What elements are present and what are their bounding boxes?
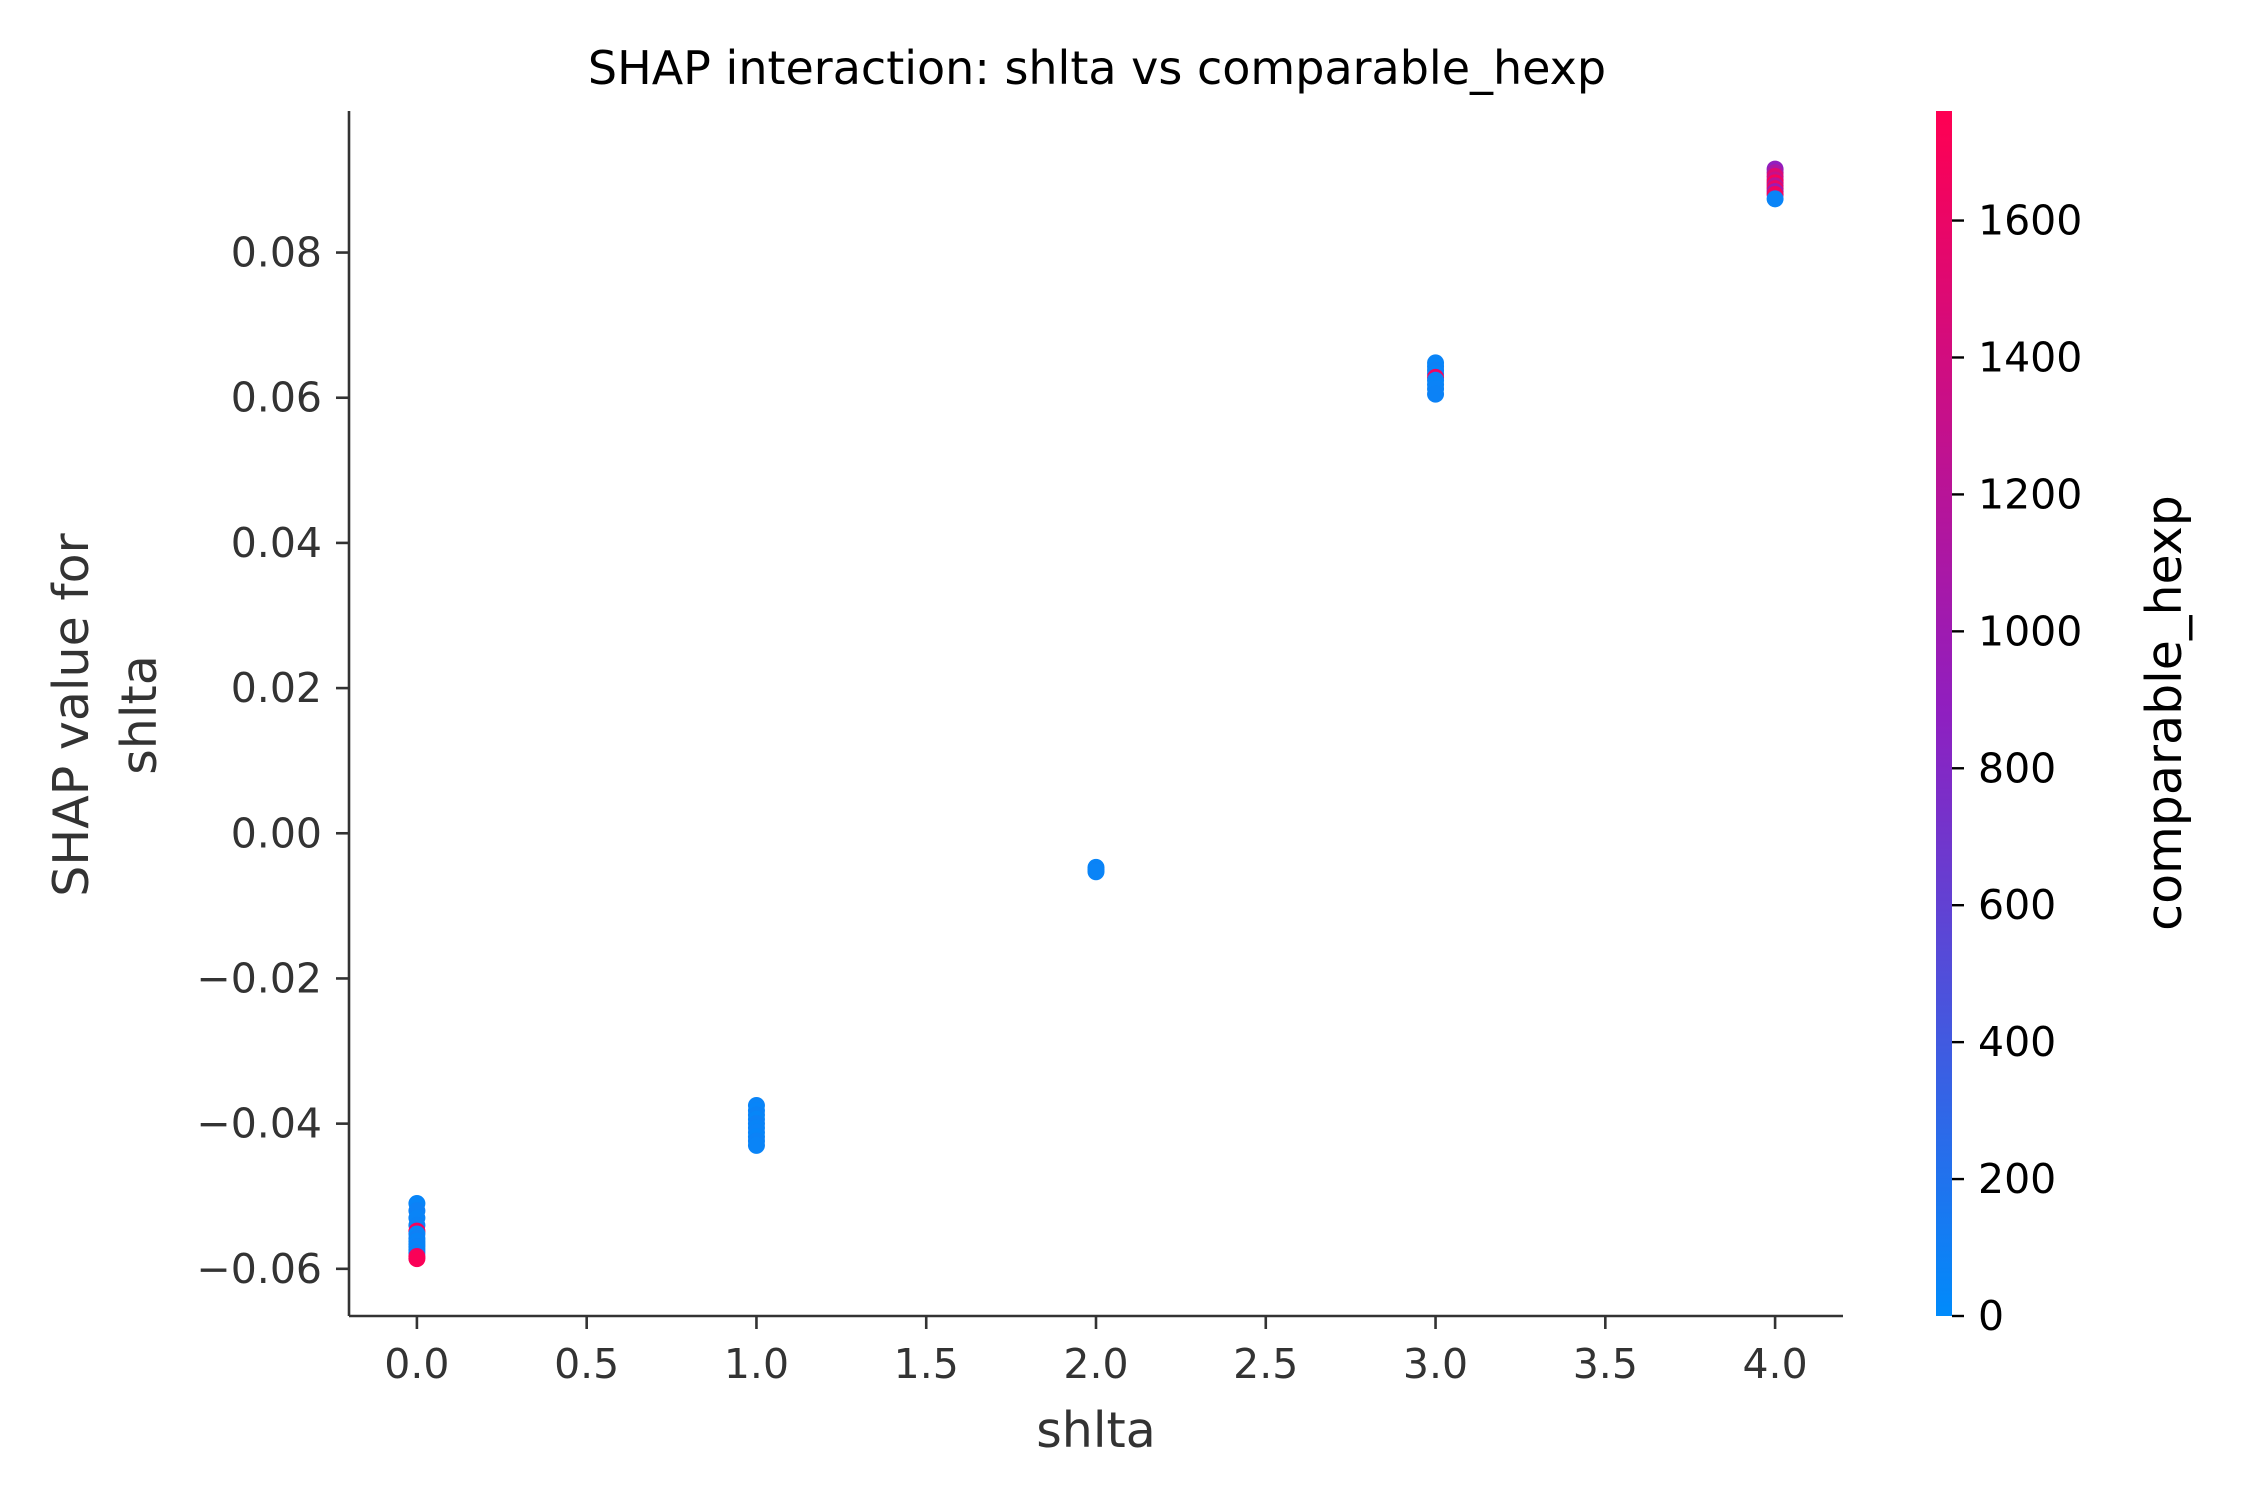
y-tick-label: 0.02 — [231, 664, 322, 712]
x-axis-ticks: 0.0 0.5 1.0 1.5 2.0 2.5 3.0 3.5 4.0 — [384, 1316, 1808, 1388]
x-tick-label: 2.5 — [1233, 1340, 1298, 1388]
x-tick-label: 1.5 — [894, 1340, 959, 1388]
scatter-point — [1766, 190, 1784, 208]
y-tick-label: 0.00 — [231, 809, 322, 857]
chart-title: SHAP interaction: shlta vs comparable_he… — [588, 41, 1606, 95]
colorbar-tick-label: 200 — [1978, 1155, 2056, 1203]
x-tick-label: 3.0 — [1403, 1340, 1468, 1388]
x-tick-label: 2.0 — [1063, 1340, 1128, 1388]
y-tick-label: −0.06 — [196, 1245, 322, 1293]
y-axis-ticks: −0.06 −0.04 −0.02 0.00 0.02 0.04 0.06 0.08 — [196, 229, 349, 1293]
colorbar-tick-label: 1600 — [1978, 197, 2082, 245]
colorbar-tick-label: 1000 — [1978, 607, 2082, 655]
colorbar — [1936, 111, 1952, 1316]
colorbar-tick-label: 400 — [1978, 1018, 2056, 1066]
x-tick-label: 0.5 — [554, 1340, 619, 1388]
data-points — [408, 160, 1784, 1268]
scatter-point — [408, 1250, 426, 1268]
colorbar-tick-label: 800 — [1978, 744, 2056, 792]
colorbar-tick-label: 1400 — [1978, 333, 2082, 381]
colorbar-tick-label: 0 — [1978, 1292, 2004, 1340]
colorbar-tick-label: 1200 — [1978, 470, 2082, 518]
scatter-point — [1427, 385, 1445, 403]
colorbar-label: comparable_hexp — [2136, 495, 2193, 931]
y-tick-label: 0.08 — [231, 229, 322, 277]
y-tick-label: 0.06 — [231, 374, 322, 422]
scatter-point — [747, 1136, 765, 1154]
colorbar-tick-label: 600 — [1978, 881, 2056, 929]
y-tick-label: −0.04 — [196, 1100, 322, 1148]
colorbar-ticks: 0 200 400 600 800 1000 1200 1400 1600 — [1952, 197, 2082, 1340]
y-tick-label: −0.02 — [196, 954, 322, 1002]
x-axis-label: shlta — [1036, 1402, 1155, 1459]
x-tick-label: 3.5 — [1573, 1340, 1638, 1388]
scatter-point — [1087, 863, 1105, 881]
y-axis-label-line-1: SHAP value for — [43, 532, 100, 896]
y-axis-label: SHAP value for shlta — [43, 532, 168, 896]
x-tick-label: 4.0 — [1742, 1340, 1807, 1388]
y-axis-label-line-2: shlta — [111, 655, 168, 774]
x-tick-label: 0.0 — [384, 1340, 449, 1388]
x-tick-label: 1.0 — [724, 1340, 789, 1388]
y-tick-label: 0.04 — [231, 519, 322, 567]
